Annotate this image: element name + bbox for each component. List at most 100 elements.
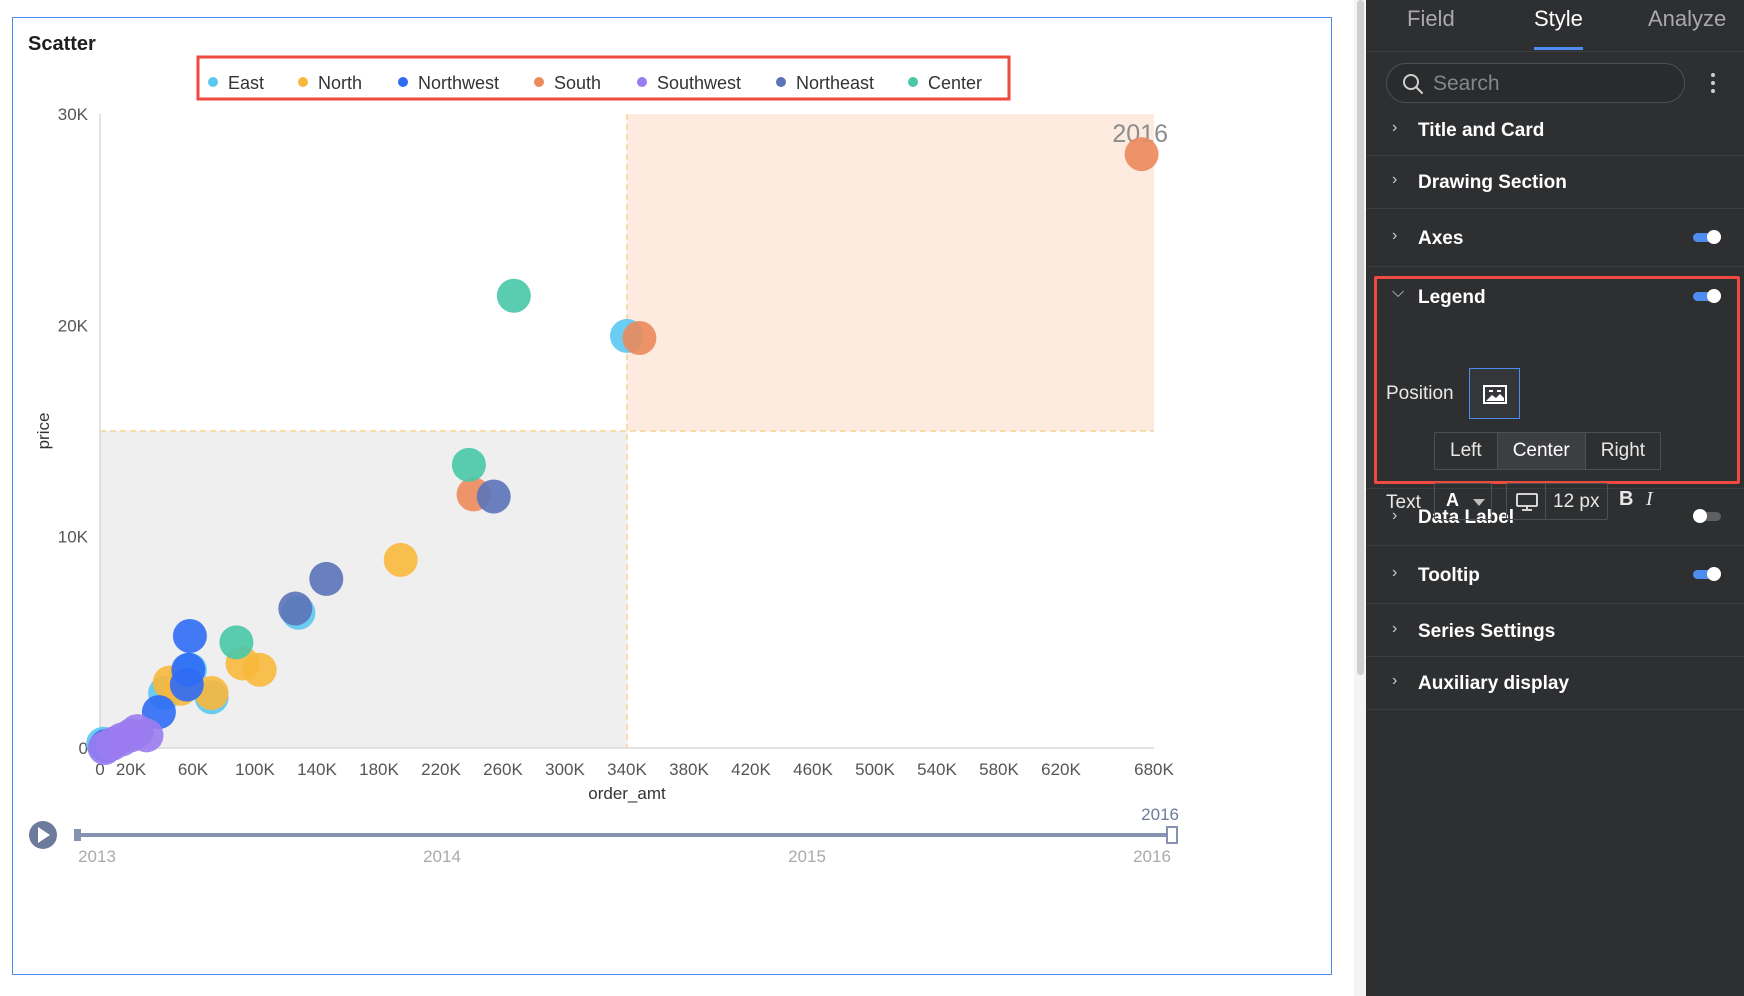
toggle-knob bbox=[1707, 289, 1721, 303]
chevron-right-icon: › bbox=[1392, 564, 1398, 581]
legend-label: North bbox=[318, 73, 362, 93]
align-right-button[interactable]: Right bbox=[1600, 440, 1646, 461]
x-tick-label: 20K bbox=[116, 760, 147, 779]
more-options-icon[interactable] bbox=[1706, 70, 1720, 96]
align-left-button[interactable]: Left bbox=[1435, 433, 1498, 469]
data-label-toggle[interactable] bbox=[1693, 509, 1721, 523]
tab-analyze[interactable]: Analyze bbox=[1648, 6, 1727, 31]
data-point-south[interactable] bbox=[622, 321, 657, 356]
data-point-northeast[interactable] bbox=[278, 591, 313, 626]
section-drawing-label: Drawing Section bbox=[1418, 172, 1567, 193]
legend-toggle[interactable] bbox=[1693, 289, 1721, 303]
legend-marker bbox=[398, 77, 408, 87]
data-point-center[interactable] bbox=[496, 278, 531, 313]
tooltip-toggle[interactable] bbox=[1693, 567, 1721, 581]
chevron-right-icon: › bbox=[1392, 171, 1398, 188]
play-icon bbox=[38, 827, 50, 843]
align-center-button[interactable]: Center bbox=[1497, 433, 1586, 469]
data-point-northwest[interactable] bbox=[172, 618, 207, 653]
section-auxiliary[interactable]: › Auxiliary display bbox=[1366, 657, 1744, 710]
section-title-card-label: Title and Card bbox=[1418, 120, 1545, 141]
timeline-year-label: 2015 bbox=[788, 847, 826, 866]
scrollbar[interactable] bbox=[1354, 0, 1366, 996]
bold-button[interactable]: B bbox=[1619, 488, 1634, 510]
chevron-right-icon: › bbox=[1392, 620, 1398, 637]
tab-style[interactable]: Style bbox=[1534, 6, 1583, 31]
x-tick-label: 680K bbox=[1134, 760, 1174, 779]
section-tooltip[interactable]: › Tooltip bbox=[1366, 546, 1744, 604]
legend-label: Center bbox=[928, 73, 982, 93]
x-tick-label: 380K bbox=[669, 760, 709, 779]
search-input[interactable] bbox=[1433, 70, 1673, 98]
x-tick-label: 180K bbox=[359, 760, 399, 779]
monitor-icon bbox=[1516, 493, 1538, 511]
timeline-start-handle[interactable] bbox=[74, 829, 81, 841]
chevron-down-icon[interactable]: ⌵ bbox=[1392, 284, 1405, 301]
font-size-input[interactable]: 12 px bbox=[1506, 483, 1608, 520]
x-tick-label: 300K bbox=[545, 760, 585, 779]
search-box[interactable] bbox=[1386, 63, 1685, 103]
data-point-center[interactable] bbox=[451, 447, 486, 482]
section-tooltip-label: Tooltip bbox=[1418, 565, 1480, 586]
style-panel: Field Style Analyze › Title and Card › D… bbox=[1366, 0, 1744, 996]
toggle-knob bbox=[1707, 567, 1721, 581]
italic-button[interactable]: I bbox=[1646, 488, 1653, 510]
tab-field[interactable]: Field bbox=[1407, 6, 1455, 31]
data-point-northwest[interactable] bbox=[171, 652, 206, 687]
quadrant-top-right bbox=[627, 114, 1154, 431]
legend-marker bbox=[637, 77, 647, 87]
data-point-northeast[interactable] bbox=[476, 479, 511, 514]
chart-area: Scatter East North Northwest South Southwest N… bbox=[12, 0, 1366, 996]
data-point-north[interactable] bbox=[383, 542, 418, 577]
legend-position-button[interactable] bbox=[1469, 368, 1520, 419]
data-point-center[interactable] bbox=[219, 625, 254, 660]
legend-alignment-group: Left Center Right bbox=[1434, 432, 1662, 470]
timeline-end-handle[interactable] bbox=[1166, 826, 1178, 844]
search-icon bbox=[1403, 74, 1423, 94]
scrollbar-thumb[interactable] bbox=[1357, 0, 1364, 675]
timeline-year-label: 2016 bbox=[1133, 847, 1171, 866]
active-tab-indicator bbox=[1534, 47, 1583, 50]
section-drawing[interactable]: › Drawing Section bbox=[1366, 156, 1744, 209]
y-tick-label: 30K bbox=[58, 105, 89, 124]
section-axes-label: Axes bbox=[1418, 228, 1464, 249]
x-tick-label: 60K bbox=[178, 760, 209, 779]
chevron-right-icon: › bbox=[1392, 227, 1398, 244]
legend-highlight-box bbox=[1374, 276, 1740, 484]
y-tick-label: 0 bbox=[79, 739, 88, 758]
panel-tabs: Field Style Analyze bbox=[1366, 0, 1744, 52]
legend-label: Southwest bbox=[657, 73, 741, 93]
timeline-track[interactable] bbox=[77, 833, 1171, 837]
section-series[interactable]: › Series Settings bbox=[1366, 604, 1744, 657]
section-data-label[interactable]: › Data Label bbox=[1366, 489, 1744, 546]
axes-toggle[interactable] bbox=[1693, 230, 1721, 244]
data-point-northeast[interactable] bbox=[309, 561, 344, 596]
x-tick-label: 620K bbox=[1041, 760, 1081, 779]
section-title-card[interactable]: › Title and Card bbox=[1366, 104, 1744, 156]
x-tick-label: 580K bbox=[979, 760, 1019, 779]
toggle-knob bbox=[1693, 509, 1707, 523]
data-point-north[interactable] bbox=[242, 652, 277, 687]
x-tick-label: 420K bbox=[731, 760, 771, 779]
section-axes[interactable]: › Axes bbox=[1366, 209, 1744, 267]
chart-title: Scatter bbox=[28, 33, 96, 55]
section-legend-label[interactable]: Legend bbox=[1418, 287, 1486, 308]
x-tick-label: 340K bbox=[607, 760, 647, 779]
legend-label: Northeast bbox=[796, 73, 874, 93]
data-point-south[interactable] bbox=[1124, 137, 1159, 172]
x-tick-label: 220K bbox=[421, 760, 461, 779]
y-tick-label: 10K bbox=[58, 528, 89, 547]
font-size-value: 12 px bbox=[1553, 491, 1600, 512]
legend-highlight-box bbox=[196, 55, 1011, 101]
x-tick-label: 140K bbox=[297, 760, 337, 779]
x-tick-label: 540K bbox=[917, 760, 957, 779]
chart-card[interactable]: Scatter East North Northwest South Southwest N… bbox=[12, 17, 1332, 975]
font-color-select[interactable]: A bbox=[1434, 483, 1492, 520]
legend-label: Northwest bbox=[418, 73, 499, 93]
chevron-right-icon: › bbox=[1392, 672, 1398, 689]
data-point-southwest[interactable] bbox=[129, 718, 164, 753]
x-tick-label: 0 bbox=[95, 760, 104, 779]
x-axis-label: order_amt bbox=[588, 784, 666, 803]
timeline-year-label: 2014 bbox=[423, 847, 461, 866]
